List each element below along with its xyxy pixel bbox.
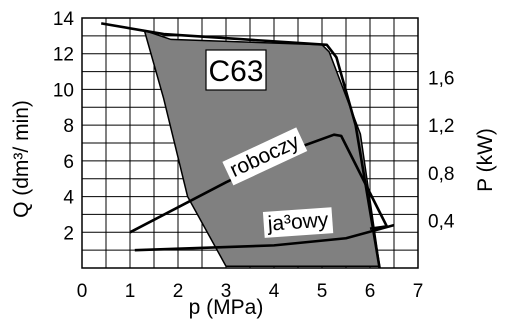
- curve-label-background: [222, 127, 308, 186]
- y-tick-label-left: 14: [53, 9, 75, 30]
- plot-frame: [81, 17, 419, 269]
- x-tick-label: 7: [413, 281, 424, 302]
- series-line-jałowy: [134, 223, 395, 252]
- y-tick-label-left: 6: [63, 152, 74, 173]
- y-tick-label-right: 1,6: [428, 69, 454, 90]
- x-tick-label: 0: [77, 281, 88, 302]
- curve-label: ja³owy: [266, 208, 330, 235]
- y-tick-label-left: 2: [63, 223, 74, 244]
- y-tick-label-left: 12: [53, 45, 74, 66]
- plot-border: [81, 17, 419, 269]
- x-tick-label: 1: [125, 281, 136, 302]
- y-tick-label-left: 10: [53, 80, 74, 101]
- y-tick-label-right: 0,8: [428, 164, 454, 185]
- series-lines: [100, 22, 395, 269]
- model-label-box: [205, 49, 267, 91]
- x-tick-label: 3: [221, 281, 232, 302]
- x-axis-title: p (MPa): [189, 296, 264, 319]
- y-tick-label-left: 4: [63, 188, 74, 209]
- series-line-q: [100, 22, 381, 269]
- model-label: C63: [208, 55, 263, 88]
- curve-label-group: ja³owy: [262, 207, 334, 238]
- y-axis-left-title: Q (dm³/ min): [10, 100, 33, 218]
- x-tick-label: 2: [173, 281, 184, 302]
- y-tick-label-right: 0,4: [428, 211, 455, 232]
- y-axis-right-title: P (kW): [474, 128, 497, 192]
- x-tick-label: 4: [269, 281, 280, 302]
- x-tick-label: 5: [317, 281, 328, 302]
- y-tick-label-right: 1,2: [428, 116, 454, 137]
- x-tick-label: 6: [365, 281, 376, 302]
- y-tick-label-left: 8: [63, 116, 74, 137]
- curve-label-background: [262, 207, 334, 238]
